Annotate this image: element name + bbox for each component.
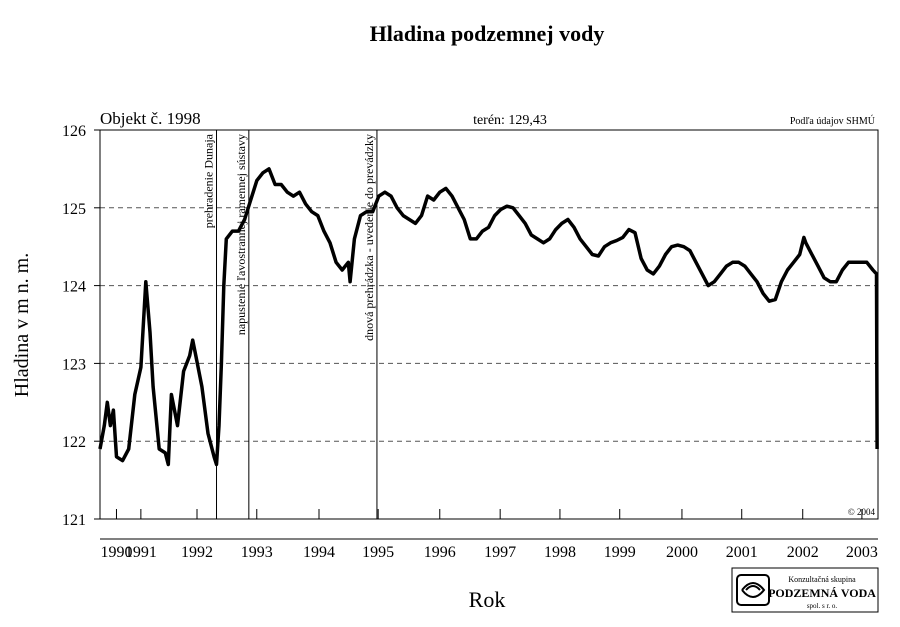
logo: Konzultačná skupina PODZEMNÁ VODA spol. … xyxy=(731,567,879,613)
x-tick-label: 1994 xyxy=(303,544,335,561)
object-label: Objekt č. 1998 xyxy=(100,109,201,128)
x-tick-label: 1990 xyxy=(100,544,132,561)
y-axis-label: Hladina v m n. m. xyxy=(11,253,33,397)
y-tick-label: 125 xyxy=(62,201,86,218)
x-tick-label: 1999 xyxy=(604,544,636,561)
event-label: prehradenie Dunaja xyxy=(202,133,216,228)
logo-box xyxy=(731,567,879,613)
chart-title: Hladina podzemnej vody xyxy=(370,21,605,46)
y-tick-label: 126 xyxy=(62,123,86,140)
x-axis-label: Rok xyxy=(469,587,506,612)
terrain-label: terén: 129,43 xyxy=(473,113,547,128)
logo-line: spol. s r. o. xyxy=(807,602,838,610)
event-label: napustenie ľavostrannej ramennej sústavy xyxy=(234,134,248,335)
x-tick-label: 2001 xyxy=(726,544,758,561)
y-tick-label: 122 xyxy=(62,434,86,451)
logo-icon xyxy=(736,574,770,606)
x-tick-label: 1998 xyxy=(544,544,576,561)
logo-line: Konzultačná skupina xyxy=(788,575,856,584)
data-line xyxy=(98,167,879,467)
y-tick-label: 121 xyxy=(62,512,86,529)
x-tick-label: 2000 xyxy=(666,544,698,561)
x-tick-label: 1991 xyxy=(125,544,157,561)
y-tick-label: 124 xyxy=(62,279,86,296)
logo-line: PODZEMNÁ VODA xyxy=(768,586,876,600)
logo-swirl xyxy=(741,582,766,598)
x-tick-label: 1995 xyxy=(362,544,394,561)
x-tick-label: 1996 xyxy=(424,544,456,561)
x-tick-label: 2003 xyxy=(846,544,878,561)
x-tick-label: 1992 xyxy=(181,544,213,561)
y-tick-label: 123 xyxy=(62,356,86,373)
x-tick-label: 1993 xyxy=(241,544,273,561)
source-label: Podľa údajov SHMÚ xyxy=(790,115,876,127)
x-tick-label: 2002 xyxy=(787,544,819,561)
event-label: dnová prehrádzka - uvedenie do prevádzky xyxy=(362,134,376,341)
x-tick-label: 1997 xyxy=(484,544,516,561)
